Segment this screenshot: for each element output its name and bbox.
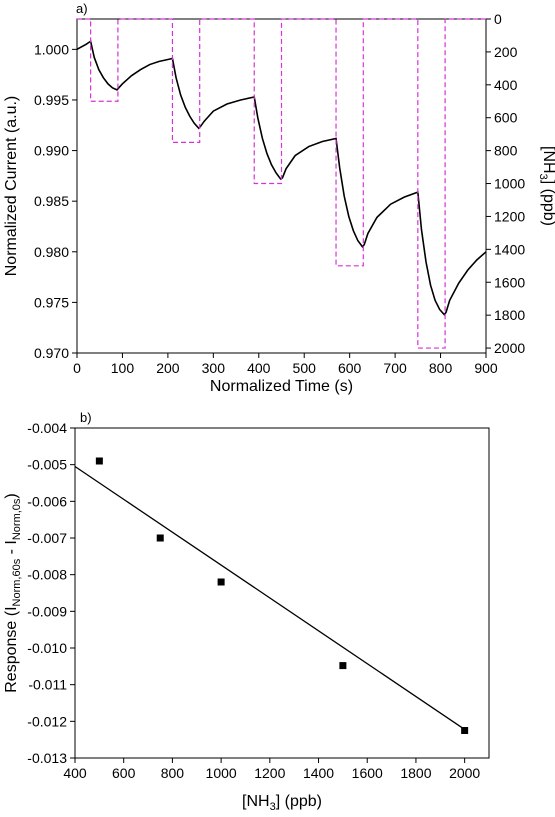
y-tick-label: -0.007 — [27, 530, 67, 546]
y2-tick-label: 0 — [494, 11, 502, 27]
y-tick-label: -0.006 — [27, 493, 67, 509]
x-tick-label: 400 — [63, 765, 87, 781]
x-tick-label: 1200 — [254, 765, 285, 781]
linear-fit-line — [74, 465, 466, 730]
y-title-subscript-1: Norm,60s — [11, 558, 23, 606]
panel-a-y2-axis-title: [NH3] (ppb) — [537, 146, 555, 226]
y-tick-label: 0.980 — [34, 244, 69, 260]
panel-b-y-axis-title: Response (INorm,60s - INorm,0s) — [3, 493, 23, 693]
y2-tick-label: 800 — [494, 143, 518, 159]
panel-a-plot-frame — [76, 18, 487, 354]
y2-tick-label: 200 — [494, 44, 518, 60]
data-point — [461, 727, 469, 734]
panel-a-x-axis-title: Normalized Time (s) — [210, 378, 353, 395]
panel-b-x-ticks: 400 600 800 1000 1200 1400 1600 1800 2000 — [63, 758, 480, 781]
x-tick-label: 0 — [73, 360, 81, 376]
x-tick-label: 1600 — [352, 765, 383, 781]
y2-title-subscript: 3 — [537, 174, 549, 180]
y-tick-label: -0.005 — [27, 457, 67, 473]
y-tick-label: 0.975 — [34, 294, 69, 310]
nh3-concentration-series-line — [77, 18, 486, 349]
data-point — [339, 662, 347, 670]
panel-b-x-axis-title: [NH3] (ppb) — [242, 793, 322, 813]
y-tick-label: -0.013 — [27, 750, 67, 766]
y-tick-label: 0.970 — [34, 345, 69, 361]
x-tick-label: 700 — [383, 360, 407, 376]
x-title-subscript: 3 — [270, 801, 276, 813]
normalized-current-series-line — [76, 39, 487, 316]
x-tick-label: 800 — [161, 765, 185, 781]
x-title-part-2: ] (ppb) — [276, 793, 322, 810]
data-point — [217, 578, 225, 586]
x-tick-label: 900 — [474, 360, 498, 376]
y-tick-label: -0.012 — [27, 713, 67, 729]
y2-tick-label: 1400 — [494, 241, 525, 257]
x-tick-label: 200 — [156, 360, 180, 376]
y2-tick-label: 1600 — [494, 274, 525, 290]
y-tick-label: 1.000 — [34, 41, 69, 57]
panel-b-label: b) — [80, 410, 92, 425]
panel-a-y-ticks: 0.970 0.975 0.980 0.985 0.990 0.995 1.000 — [34, 41, 77, 361]
panel-a-y-axis-title: Normalized Current (a.u.) — [3, 96, 20, 277]
x-tick-label: 400 — [247, 360, 271, 376]
y-title-subscript-2: Norm,0s — [11, 498, 23, 540]
y2-title-part-1: [NH — [540, 146, 555, 174]
y-title-part-3: ) — [3, 493, 20, 498]
panel-a-label: a) — [76, 1, 88, 16]
y2-title-part-2: ] (ppb) — [540, 180, 555, 226]
panel-b: b) 400 600 800 1000 1200 1400 1600 1800 2000 -0.… — [3, 410, 490, 813]
y2-tick-label: 2000 — [494, 340, 525, 356]
x-tick-label: 500 — [293, 360, 317, 376]
x-tick-label: 1000 — [206, 765, 237, 781]
x-title-part-1: [NH — [242, 793, 270, 810]
y-title-part-1: Response (I — [3, 606, 20, 692]
y-tick-label: 0.990 — [34, 143, 69, 159]
x-tick-label: 1800 — [400, 765, 431, 781]
y2-tick-label: 400 — [494, 77, 518, 93]
data-point — [156, 534, 164, 542]
x-tick-label: 2000 — [449, 765, 480, 781]
panel-b-plot-frame — [74, 427, 490, 759]
y-title-part-2: - I — [3, 540, 20, 559]
x-tick-label: 600 — [338, 360, 362, 376]
y2-tick-label: 600 — [494, 110, 518, 126]
y-tick-label: -0.008 — [27, 567, 67, 583]
y-tick-label: -0.004 — [27, 420, 67, 436]
y2-tick-label: 1800 — [494, 307, 525, 323]
panel-a-y2-ticks: 0 200 400 600 800 1000 1200 1400 1600 1800 2000 — [486, 11, 525, 356]
y-tick-label: 0.985 — [34, 193, 69, 209]
x-tick-label: 100 — [111, 360, 135, 376]
y-tick-label: 0.995 — [34, 92, 69, 108]
y-tick-label: -0.011 — [28, 677, 67, 693]
panel-a: a) 0 100 200 300 400 500 600 700 800 900 0.9700.9… — [3, 1, 555, 395]
x-tick-label: 600 — [112, 765, 136, 781]
y2-tick-label: 1000 — [494, 176, 525, 192]
x-tick-label: 800 — [429, 360, 453, 376]
data-point — [95, 457, 103, 465]
panel-b-y-ticks: -0.013 -0.012 -0.011 -0.010 -0.009 -0.008 -0.0… — [27, 420, 75, 766]
y-tick-label: -0.010 — [27, 640, 67, 656]
y-tick-label: -0.009 — [27, 603, 67, 619]
x-tick-label: 1400 — [303, 765, 334, 781]
panel-a-x-ticks: 0 100 200 300 400 500 600 700 800 900 — [73, 353, 498, 376]
x-tick-label: 300 — [202, 360, 226, 376]
y2-tick-label: 1200 — [494, 208, 525, 224]
